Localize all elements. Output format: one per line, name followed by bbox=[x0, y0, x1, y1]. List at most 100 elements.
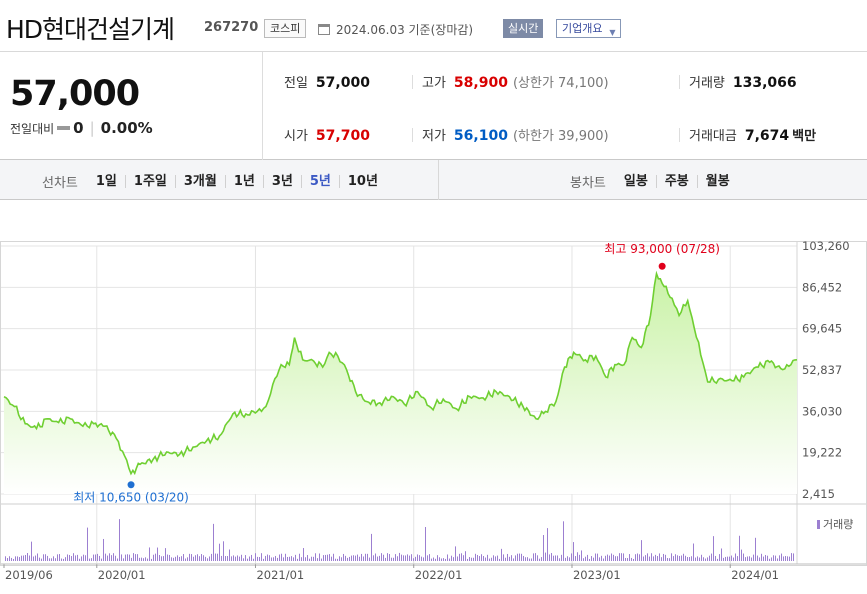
divider bbox=[438, 160, 439, 200]
period-option-active[interactable]: 5년 bbox=[300, 175, 339, 188]
volume-bar bbox=[257, 556, 258, 561]
volume-bar bbox=[485, 557, 486, 561]
volume-bar bbox=[143, 558, 144, 561]
volume-bar bbox=[33, 556, 34, 561]
volume-bar bbox=[503, 554, 504, 561]
volume-bar bbox=[763, 556, 764, 561]
volume-bar bbox=[495, 556, 496, 561]
current-price-box: 57,000 전일대비 0 | 0.00% bbox=[0, 52, 263, 160]
period-option[interactable]: 1일 bbox=[95, 174, 117, 189]
flat-change-icon bbox=[57, 126, 71, 130]
volume-bar bbox=[329, 554, 330, 561]
volume-bar bbox=[135, 554, 136, 561]
volume-bar bbox=[589, 558, 590, 561]
stat-value: 57,700 bbox=[315, 128, 370, 144]
volume-bar bbox=[159, 554, 160, 561]
period-option[interactable]: 3년 bbox=[262, 175, 301, 188]
volume-bar bbox=[341, 557, 342, 561]
volume-bar bbox=[219, 543, 220, 561]
volume-bar bbox=[109, 553, 110, 561]
volume-bar bbox=[181, 556, 182, 561]
stat-value: 58,900 bbox=[453, 75, 508, 91]
volume-bar bbox=[253, 558, 254, 561]
volume-bar bbox=[423, 557, 424, 561]
realtime-button[interactable]: 실시간 bbox=[503, 19, 544, 38]
stat-label: 저가 bbox=[422, 129, 446, 144]
company-overview-dropdown[interactable]: 기업개요 ▼ bbox=[556, 19, 622, 38]
stock-header: HD현대건설기계 267270 코스피 2024.06.03 기준(장마감) 실… bbox=[0, 0, 867, 52]
volume-bar bbox=[635, 554, 636, 561]
volume-bar bbox=[245, 555, 246, 561]
volume-bar bbox=[611, 553, 612, 561]
volume-bar bbox=[315, 553, 316, 561]
volume-bar bbox=[633, 558, 634, 561]
volume-bar bbox=[123, 558, 124, 561]
volume-bar bbox=[55, 558, 56, 561]
volume-bar bbox=[243, 558, 244, 561]
price-chart[interactable]: 103,260 86,452 69,645 52,837 36,030 19,222 2,4… bbox=[0, 200, 867, 594]
volume-bar bbox=[5, 556, 6, 561]
volume-bar bbox=[435, 558, 436, 561]
volume-bar bbox=[317, 558, 318, 561]
volume-bar bbox=[85, 555, 86, 561]
stat-label: 거래량 bbox=[689, 76, 725, 91]
volume-bar bbox=[627, 558, 628, 561]
y-tick-label: 2,415 bbox=[802, 487, 835, 501]
volume-bar bbox=[421, 556, 422, 561]
stat-unit: 백만 bbox=[792, 129, 817, 144]
period-option[interactable]: 10년 bbox=[338, 175, 386, 188]
volume-bar bbox=[543, 535, 544, 561]
volume-bar bbox=[463, 555, 464, 561]
volume-bar bbox=[73, 553, 74, 561]
candle-option[interactable]: 월봉 bbox=[696, 175, 738, 188]
volume-bar bbox=[175, 556, 176, 561]
volume-bar bbox=[603, 558, 604, 561]
volume-bar bbox=[255, 553, 256, 561]
volume-bar bbox=[45, 554, 46, 561]
volume-bar bbox=[239, 556, 240, 561]
volume-bar bbox=[297, 558, 298, 561]
market-badge: 코스피 bbox=[264, 19, 307, 38]
volume-bar bbox=[511, 555, 512, 561]
volume-bar bbox=[691, 556, 692, 561]
volume-bar bbox=[497, 555, 498, 561]
volume-bar bbox=[97, 553, 98, 561]
period-option[interactable]: 1년 bbox=[224, 175, 263, 188]
candle-option[interactable]: 일봉 bbox=[623, 174, 648, 189]
volume-bar bbox=[361, 553, 362, 561]
volume-bar bbox=[741, 549, 742, 561]
volume-bar bbox=[345, 555, 346, 561]
period-option[interactable]: 1주일 bbox=[124, 175, 175, 188]
period-option[interactable]: 3개월 bbox=[174, 175, 225, 188]
volume-bar bbox=[733, 557, 734, 561]
volume-bar bbox=[695, 557, 696, 561]
volume-bar bbox=[177, 555, 178, 561]
volume-bar bbox=[51, 558, 52, 561]
volume-bar bbox=[147, 558, 148, 561]
volume-bar bbox=[251, 554, 252, 561]
volume-bar bbox=[783, 556, 784, 561]
x-tick-label: 2020/01 bbox=[98, 568, 146, 582]
volume-bar bbox=[623, 553, 624, 561]
volume-bar bbox=[11, 557, 12, 561]
volume-bar bbox=[113, 553, 114, 561]
volume-bar bbox=[363, 556, 364, 561]
volume-bar bbox=[139, 557, 140, 561]
volume-bar bbox=[673, 556, 674, 561]
volume-bar bbox=[577, 552, 578, 561]
volume-bar bbox=[335, 558, 336, 561]
volume-bar bbox=[153, 554, 154, 561]
volume-bar bbox=[465, 551, 466, 561]
candle-option[interactable]: 주봉 bbox=[655, 175, 697, 188]
volume-bar bbox=[35, 555, 36, 561]
volume-bar bbox=[605, 555, 606, 561]
divider: | bbox=[89, 119, 95, 137]
volume-bar bbox=[621, 553, 622, 561]
volume-bar bbox=[43, 554, 44, 561]
volume-bar bbox=[637, 553, 638, 561]
volume-bar bbox=[775, 555, 776, 561]
volume-bar bbox=[49, 558, 50, 561]
volume-bar bbox=[285, 553, 286, 561]
x-tick-label: 2023/01 bbox=[573, 568, 621, 582]
volume-bar bbox=[451, 555, 452, 561]
